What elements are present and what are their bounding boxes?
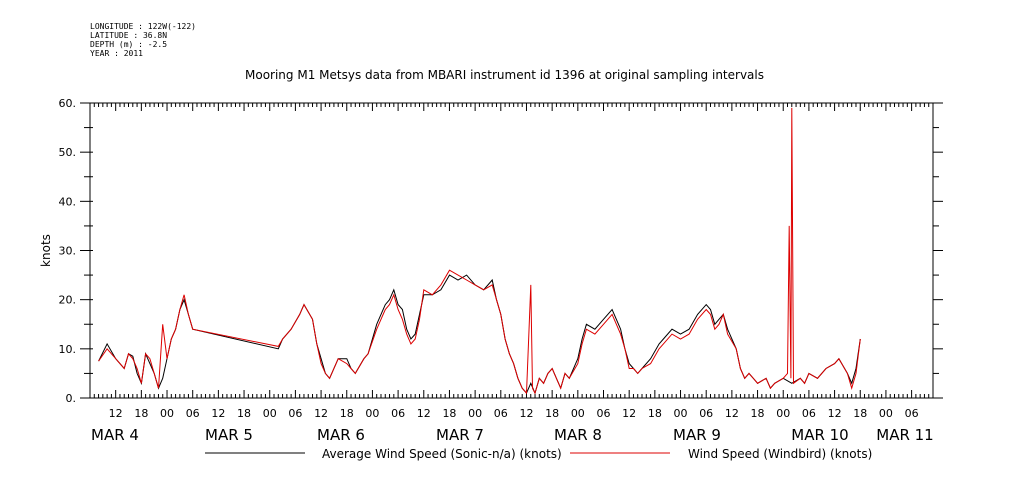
metadata-block: LONGITUDE : 122W(-122) LATITUDE : 36.8N … <box>90 22 196 58</box>
x-hour-tick-label: 12 <box>622 407 636 420</box>
x-day-label: MAR 6 <box>317 426 365 444</box>
x-hour-tick-label: 12 <box>211 407 225 420</box>
x-hour-tick-label: 12 <box>109 407 123 420</box>
longitude-label: LONGITUDE : 122W(-122) <box>90 22 196 31</box>
y-tick-label: 40. <box>59 195 77 208</box>
x-day-label: MAR 11 <box>876 426 933 444</box>
x-hour-tick-label: 18 <box>134 407 148 420</box>
x-hour-tick-label: 00 <box>776 407 790 420</box>
x-day-label: MAR 10 <box>791 426 848 444</box>
x-hour-tick-label: 06 <box>802 407 816 420</box>
x-hour-tick-label: 18 <box>237 407 251 420</box>
x-hour-tick-label: 06 <box>699 407 713 420</box>
y-tick-label: 10. <box>59 343 77 356</box>
depth-label: DEPTH (m) : -2.5 <box>90 40 168 49</box>
x-day-label: MAR 9 <box>673 426 721 444</box>
legend-average-label: Average Wind Speed (Sonic-n/a) (knots) <box>322 447 562 461</box>
x-hour-tick-label: 12 <box>314 407 328 420</box>
x-hour-tick-label: 00 <box>571 407 585 420</box>
x-hour-tick-label: 00 <box>468 407 482 420</box>
y-tick-label: 50. <box>59 146 77 159</box>
x-hour-tick-label: 18 <box>340 407 354 420</box>
y-axis-label: knots <box>39 234 53 267</box>
x-hour-tick-label: 18 <box>853 407 867 420</box>
series-average-wind-speed <box>98 274 861 395</box>
x-hour-tick-label: 06 <box>391 407 405 420</box>
x-day-label: MAR 4 <box>91 426 139 444</box>
y-tick-label: 30. <box>59 245 77 258</box>
x-hour-tick-label: 12 <box>417 407 431 420</box>
latitude-label: LATITUDE : 36.8N <box>90 31 168 40</box>
chart-title: Mooring M1 Metsys data from MBARI instru… <box>245 68 764 82</box>
x-hour-tick-label: 06 <box>597 407 611 420</box>
y-tick-label: 20. <box>59 294 77 307</box>
x-hour-tick-label: 12 <box>828 407 842 420</box>
x-hour-tick-label: 00 <box>365 407 379 420</box>
x-hour-tick-label: 12 <box>519 407 533 420</box>
x-hour-tick-label: 18 <box>751 407 765 420</box>
x-hour-tick-label: 06 <box>494 407 508 420</box>
y-tick-label: 0. <box>66 392 77 405</box>
series-windbird-wind-speed <box>98 107 861 395</box>
x-hour-tick-label: 18 <box>442 407 456 420</box>
y-tick-label: 60. <box>59 97 77 110</box>
legend-windbird-label: Wind Speed (Windbird) (knots) <box>688 447 872 461</box>
plot-frame <box>89 102 934 399</box>
x-hour-tick-label: 06 <box>288 407 302 420</box>
x-hour-tick-label: 00 <box>263 407 277 420</box>
x-hour-tick-label: 06 <box>905 407 919 420</box>
x-day-label: MAR 7 <box>436 426 484 444</box>
x-hour-tick-label: 18 <box>545 407 559 420</box>
x-day-label: MAR 5 <box>205 426 253 444</box>
x-hour-tick-label: 12 <box>725 407 739 420</box>
x-hour-tick-label: 00 <box>674 407 688 420</box>
x-hour-tick-label: 00 <box>160 407 174 420</box>
x-hour-tick-label: 00 <box>879 407 893 420</box>
x-day-label: MAR 8 <box>554 426 602 444</box>
x-hour-tick-label: 06 <box>186 407 200 420</box>
x-hour-tick-label: 18 <box>648 407 662 420</box>
year-label: YEAR : 2011 <box>90 49 143 58</box>
